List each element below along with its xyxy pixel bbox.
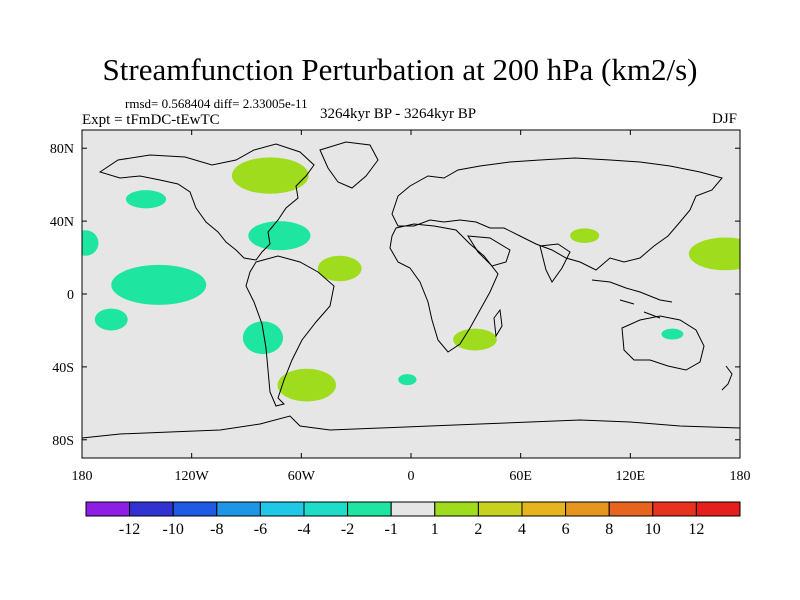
coastlines	[81, 141, 741, 439]
colorbar-swatch	[172, 501, 218, 517]
anomaly-tibet-positive	[570, 228, 600, 243]
anomaly-alaska-negative	[125, 190, 167, 209]
new-zealand-coast	[721, 365, 733, 391]
antarctica-coast	[81, 415, 741, 439]
colorbar-label: 10	[645, 521, 661, 538]
anomaly-indian-ocean-positive	[453, 328, 497, 351]
north-america-coast	[98, 143, 315, 261]
period-label: 3264kyr BP - 3264kyr BP	[320, 106, 477, 122]
stats-text: rmsd= 0.568404 diff= 2.33005e-11	[125, 96, 308, 111]
x-axis: 180 120W 60W 0 60E 120E 180	[72, 130, 751, 484]
colorbar-label: 6	[562, 521, 570, 538]
colorbar-label: -1	[385, 521, 398, 538]
colorbar-swatch	[129, 501, 174, 517]
y-tick-label: 40S	[52, 361, 74, 376]
arabia-coast	[467, 235, 511, 267]
colorbar-swatch	[695, 501, 741, 517]
colorbar-label: -8	[210, 521, 223, 538]
anomaly-south-atlantic-positive	[277, 368, 337, 402]
colorbar-label: 4	[518, 521, 526, 538]
colorbar-swatch	[565, 501, 610, 517]
anomaly-west-pacific-positive	[688, 237, 740, 271]
australia-coast	[621, 315, 705, 371]
colorbar-swatch	[652, 501, 697, 517]
anomaly-layer	[82, 157, 740, 402]
anomaly-southeast-pacific-negative	[242, 321, 284, 355]
africa-coast	[389, 223, 499, 353]
colorbar-label: -2	[341, 521, 354, 538]
colorbar-swatch	[347, 501, 392, 517]
colorbar-label: 2	[474, 521, 482, 538]
anomaly-australia-negative	[661, 328, 684, 340]
chart-title: Streamfunction Perturbation at 200 hPa (…	[102, 52, 698, 87]
experiment-label: Expt = tFmDC-tEwTC	[82, 112, 220, 128]
colorbar-swatch	[521, 501, 567, 517]
colorbar-swatch	[608, 501, 654, 517]
anomaly-north-atlantic-positive	[317, 255, 362, 282]
y-tick-label: 80S	[52, 434, 74, 449]
colorbar-swatch	[390, 501, 436, 517]
colorbar: -12 -10 -8 -6 -4 -2 -1 1 2 4 6 8 10 12	[85, 501, 741, 538]
x-tick-label: 60E	[509, 469, 532, 484]
colorbar-swatch	[477, 501, 523, 517]
colorbar-swatch	[303, 501, 349, 517]
x-tick-label: 180	[730, 469, 751, 484]
colorbar-label: 12	[688, 521, 704, 538]
anomaly-central-pacific-negative	[111, 264, 207, 305]
colorbar-label: -6	[254, 521, 267, 538]
y-tick-label: 0	[67, 288, 74, 303]
x-tick-label: 180	[72, 469, 93, 484]
anomaly-caribbean-negative	[248, 221, 311, 251]
anomaly-south-pacific-negative	[94, 308, 128, 331]
x-tick-label: 120E	[616, 469, 646, 484]
colorbar-swatch	[259, 501, 305, 517]
season-label: DJF	[712, 111, 738, 127]
south-america-coast	[245, 255, 335, 407]
india-coast	[539, 243, 571, 283]
y-tick-label: 80N	[50, 142, 74, 157]
colorbar-label: 1	[431, 521, 439, 538]
colorbar-label: 8	[605, 521, 613, 538]
anomaly-southern-ocean-negative	[398, 374, 417, 386]
colorbar-swatch	[434, 501, 479, 517]
greenland-coast	[319, 141, 379, 189]
colorbar-label: -10	[163, 521, 184, 538]
y-axis: 80N 40N 0 40S 80S	[50, 142, 740, 449]
anomaly-north-canada-positive	[231, 157, 309, 194]
colorbar-label: -12	[119, 521, 140, 538]
x-tick-label: 0	[408, 469, 415, 484]
colorbar-swatch	[85, 501, 131, 517]
x-tick-label: 60W	[288, 469, 316, 484]
colorbar-label: -4	[297, 521, 310, 538]
y-tick-label: 40N	[50, 215, 74, 230]
anomaly-north-pacific-edge-negative	[82, 230, 99, 256]
europe-asia-coast	[391, 157, 723, 271]
madagascar-coast	[493, 308, 503, 338]
colorbar-swatch	[216, 501, 261, 517]
x-tick-label: 120W	[175, 469, 210, 484]
